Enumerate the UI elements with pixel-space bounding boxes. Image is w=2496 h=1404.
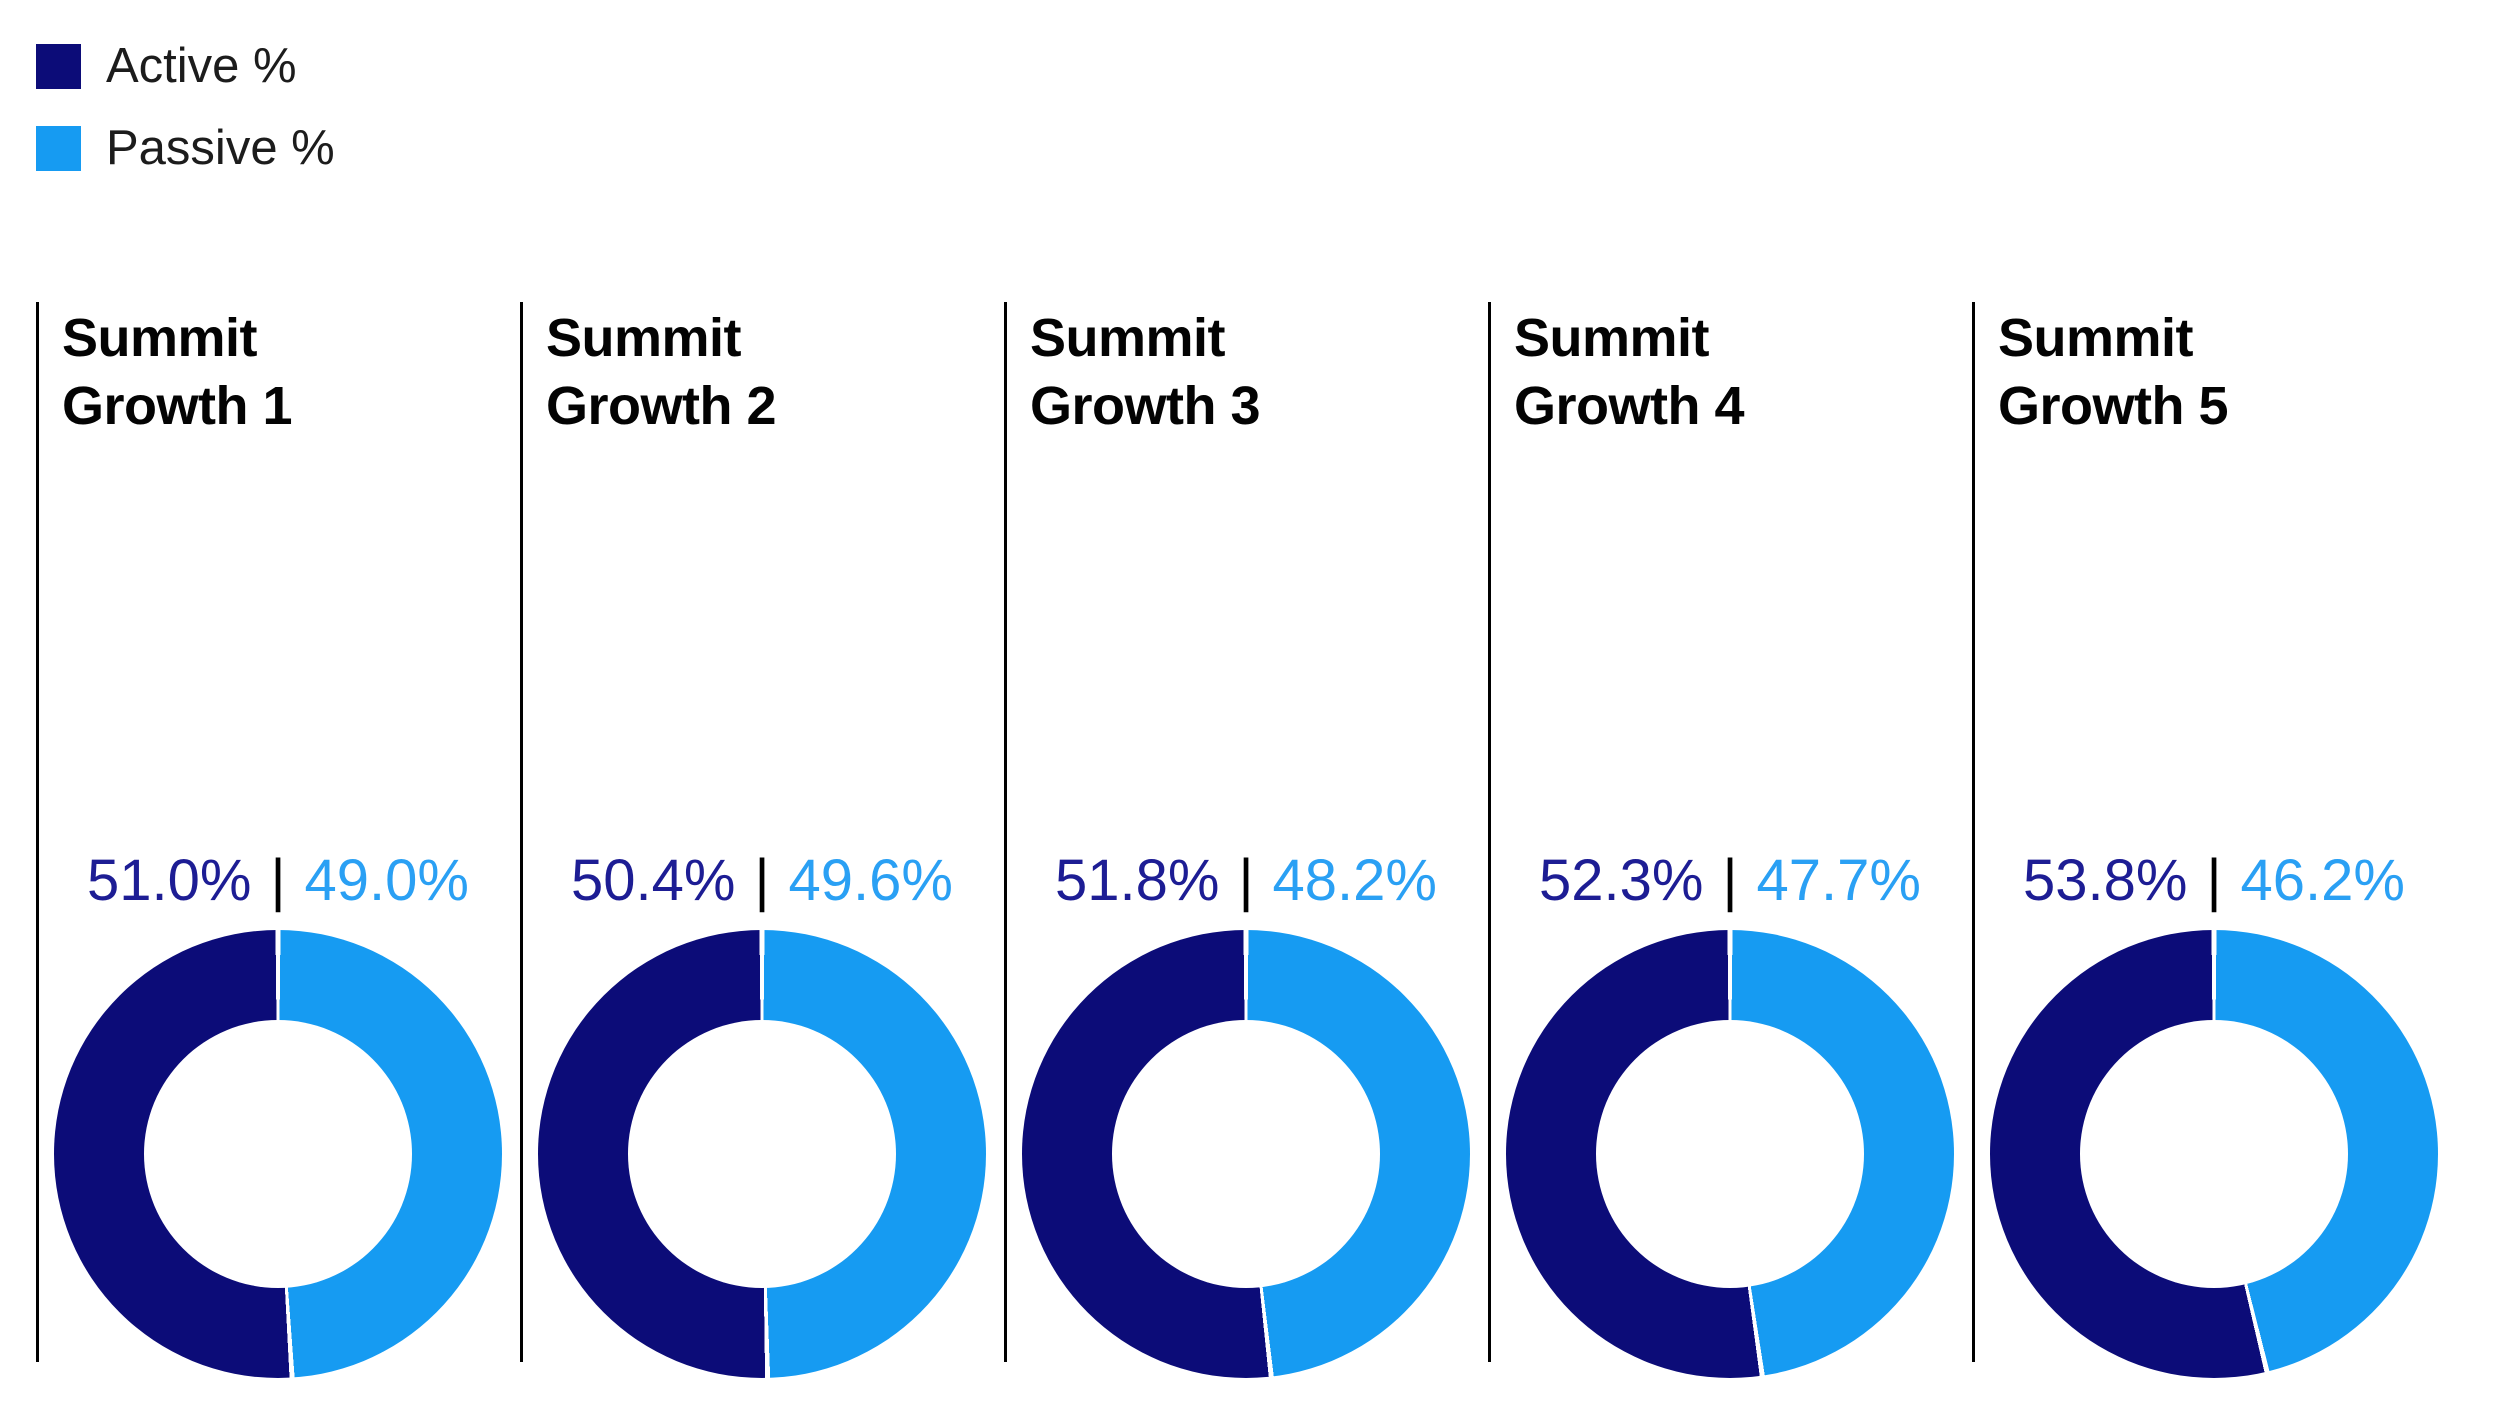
legend-item-active: Active % bbox=[36, 42, 335, 91]
panel-summit-growth-1: Summit Growth 1 51.0% | 49.0% bbox=[36, 300, 520, 1404]
donut-hole bbox=[2080, 1020, 2348, 1288]
donut-chart bbox=[538, 930, 986, 1378]
values-row: 50.4% | 49.6% bbox=[520, 852, 1004, 910]
panel-title: Summit Growth 4 bbox=[1514, 308, 1745, 436]
panel-divider bbox=[520, 302, 523, 1362]
passive-value: 49.6% bbox=[788, 848, 953, 913]
value-separator: | bbox=[2206, 848, 2222, 913]
active-value: 50.4% bbox=[570, 848, 736, 913]
panel-divider bbox=[1004, 302, 1007, 1362]
value-separator: | bbox=[270, 848, 286, 913]
panel-title: Summit Growth 2 bbox=[546, 308, 777, 436]
active-color-swatch bbox=[36, 44, 81, 89]
donut-chart bbox=[1990, 930, 2438, 1378]
panel-title: Summit Growth 1 bbox=[62, 308, 293, 436]
value-separator: | bbox=[1238, 848, 1254, 913]
active-value: 51.8% bbox=[1054, 848, 1220, 913]
donut-hole bbox=[628, 1020, 896, 1288]
legend-label-passive: Passive % bbox=[106, 121, 335, 175]
active-value: 52.3% bbox=[1538, 848, 1704, 913]
passive-value: 49.0% bbox=[304, 848, 469, 913]
panel-divider bbox=[1972, 302, 1975, 1362]
panel-spacer bbox=[520, 440, 1004, 852]
panel-spacer bbox=[36, 440, 520, 852]
passive-value: 46.2% bbox=[2240, 848, 2405, 913]
values-row: 51.0% | 49.0% bbox=[36, 852, 520, 910]
passive-color-swatch bbox=[36, 126, 81, 171]
donut-chart bbox=[54, 930, 502, 1378]
legend-label-active: Active % bbox=[106, 39, 297, 93]
values-row: 52.3% | 47.7% bbox=[1488, 852, 1972, 910]
panel-divider bbox=[36, 302, 39, 1362]
donut-hole bbox=[144, 1020, 412, 1288]
value-separator: | bbox=[1722, 848, 1738, 913]
panel-divider bbox=[1488, 302, 1491, 1362]
active-value: 53.8% bbox=[2022, 848, 2188, 913]
value-separator: | bbox=[754, 848, 770, 913]
donut-hole bbox=[1596, 1020, 1864, 1288]
panel-summit-growth-5: Summit Growth 5 53.8% | 46.2% bbox=[1972, 300, 2456, 1404]
panel-title: Summit Growth 5 bbox=[1998, 308, 2229, 436]
fund-panels-row: Summit Growth 1 51.0% | 49.0% Summit Gro… bbox=[36, 300, 2456, 1404]
values-row: 53.8% | 46.2% bbox=[1972, 852, 2456, 910]
legend-item-passive: Passive % bbox=[36, 124, 335, 173]
donut-hole bbox=[1112, 1020, 1380, 1288]
donut-chart bbox=[1506, 930, 1954, 1378]
passive-value: 47.7% bbox=[1756, 848, 1921, 913]
legend: Active % Passive % bbox=[36, 42, 335, 173]
active-value: 51.0% bbox=[86, 848, 252, 913]
panel-spacer bbox=[1972, 440, 2456, 852]
panel-spacer bbox=[1004, 440, 1488, 852]
panel-title: Summit Growth 3 bbox=[1030, 308, 1261, 436]
passive-value: 48.2% bbox=[1272, 848, 1437, 913]
panel-summit-growth-4: Summit Growth 4 52.3% | 47.7% bbox=[1488, 300, 1972, 1404]
panel-summit-growth-3: Summit Growth 3 51.8% | 48.2% bbox=[1004, 300, 1488, 1404]
panel-summit-growth-2: Summit Growth 2 50.4% | 49.6% bbox=[520, 300, 1004, 1404]
donut-chart bbox=[1022, 930, 1470, 1378]
panel-spacer bbox=[1488, 440, 1972, 852]
values-row: 51.8% | 48.2% bbox=[1004, 852, 1488, 910]
